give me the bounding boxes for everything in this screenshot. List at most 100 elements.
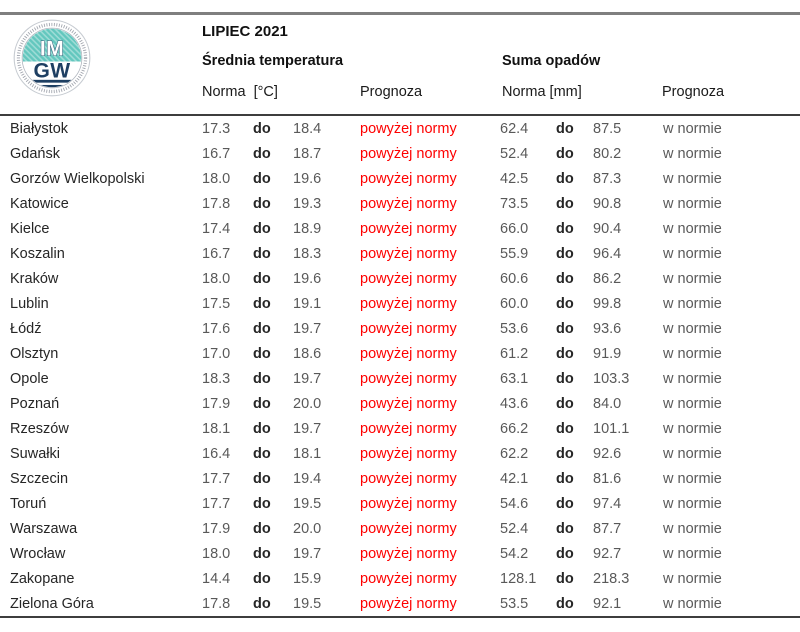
precip-norm-high: 92.6 bbox=[593, 445, 622, 462]
table-row: Olsztyn 17.0 do 18.6 powyżej normy 61.2 … bbox=[0, 341, 800, 366]
precip-norm-high: 87.5 bbox=[593, 120, 622, 137]
precip-forecast: w normie bbox=[663, 470, 722, 487]
temp-forecast: powyżej normy bbox=[360, 370, 457, 387]
do-label: do bbox=[253, 145, 271, 162]
bottom-border-line bbox=[0, 616, 800, 618]
do-label: do bbox=[556, 395, 574, 412]
city-name: Rzeszów bbox=[10, 420, 69, 437]
precip-norm-low: 63.1 bbox=[500, 370, 529, 387]
temp-norm-low: 17.8 bbox=[202, 595, 231, 612]
temp-norm-low: 17.5 bbox=[202, 295, 231, 312]
precip-forecast: w normie bbox=[663, 545, 722, 562]
temp-norm-low: 17.3 bbox=[202, 120, 231, 137]
do-label: do bbox=[253, 120, 271, 137]
temp-forecast: powyżej normy bbox=[360, 470, 457, 487]
temp-norm-low: 17.0 bbox=[202, 345, 231, 362]
precip-norm-high: 218.3 bbox=[593, 570, 630, 587]
temp-forecast: powyżej normy bbox=[360, 495, 457, 512]
precip-norm-low: 61.2 bbox=[500, 345, 529, 362]
table-row: Gdańsk 16.7 do 18.7 powyżej normy 52.4 d… bbox=[0, 141, 800, 166]
table-row: Gorzów Wielkopolski 18.0 do 19.6 powyżej… bbox=[0, 166, 800, 191]
temp-forecast: powyżej normy bbox=[360, 570, 457, 587]
do-label: do bbox=[253, 345, 271, 362]
precip-norm-high: 80.2 bbox=[593, 145, 622, 162]
temp-norm-high: 20.0 bbox=[293, 520, 322, 537]
temp-norm-high: 19.1 bbox=[293, 295, 322, 312]
table-row: Warszawa 17.9 do 20.0 powyżej normy 52.4… bbox=[0, 516, 800, 541]
precip-norm-low: 62.4 bbox=[500, 120, 529, 137]
city-name: Warszawa bbox=[10, 520, 78, 537]
precip-forecast: w normie bbox=[663, 370, 722, 387]
temp-forecast: powyżej normy bbox=[360, 345, 457, 362]
do-label: do bbox=[556, 420, 574, 437]
temp-norm-low: 18.0 bbox=[202, 170, 231, 187]
temp-forecast: powyżej normy bbox=[360, 195, 457, 212]
logo-ring-microtext bbox=[16, 22, 88, 94]
city-name: Zielona Góra bbox=[10, 595, 94, 612]
precip-norm-low: 52.4 bbox=[500, 520, 529, 537]
temp-norm-high: 19.5 bbox=[293, 495, 322, 512]
do-label: do bbox=[556, 320, 574, 337]
temp-norm-low: 16.7 bbox=[202, 145, 231, 162]
precip-norm-high: 86.2 bbox=[593, 270, 622, 287]
logo-text-im: IM bbox=[40, 38, 64, 61]
temp-norma-column-header: Norma [°C] bbox=[202, 84, 278, 100]
temp-norm-high: 19.3 bbox=[293, 195, 322, 212]
temp-norm-high: 19.6 bbox=[293, 170, 322, 187]
city-name: Opole bbox=[10, 370, 49, 387]
temp-norm-low: 18.3 bbox=[202, 370, 231, 387]
table-row: Wrocław 18.0 do 19.7 powyżej normy 54.2 … bbox=[0, 541, 800, 566]
temp-norm-high: 18.7 bbox=[293, 145, 322, 162]
city-name: Koszalin bbox=[10, 245, 65, 262]
do-label: do bbox=[253, 595, 271, 612]
precip-forecast: w normie bbox=[663, 570, 722, 587]
temp-forecast: powyżej normy bbox=[360, 295, 457, 312]
city-name: Toruń bbox=[10, 495, 47, 512]
temp-norm-low: 18.0 bbox=[202, 545, 231, 562]
do-label: do bbox=[556, 545, 574, 562]
precip-forecast: w normie bbox=[663, 295, 722, 312]
precip-norm-high: 93.6 bbox=[593, 320, 622, 337]
do-label: do bbox=[253, 470, 271, 487]
precip-norm-high: 81.6 bbox=[593, 470, 622, 487]
table-header: IM GW LIPIEC 2021 Średnia temperatura Su… bbox=[0, 15, 800, 114]
do-label: do bbox=[253, 545, 271, 562]
precip-forecast: w normie bbox=[663, 595, 722, 612]
precip-forecast: w normie bbox=[663, 320, 722, 337]
city-name: Szczecin bbox=[10, 470, 69, 487]
precip-norm-high: 91.9 bbox=[593, 345, 622, 362]
precip-norm-low: 53.5 bbox=[500, 595, 529, 612]
table-row: Kielce 17.4 do 18.9 powyżej normy 66.0 d… bbox=[0, 216, 800, 241]
do-label: do bbox=[253, 420, 271, 437]
city-name: Kraków bbox=[10, 270, 59, 287]
temp-forecast: powyżej normy bbox=[360, 595, 457, 612]
do-label: do bbox=[253, 370, 271, 387]
table-row: Lublin 17.5 do 19.1 powyżej normy 60.0 d… bbox=[0, 291, 800, 316]
do-label: do bbox=[556, 120, 574, 137]
temp-forecast: powyżej normy bbox=[360, 445, 457, 462]
table-row: Zakopane 14.4 do 15.9 powyżej normy 128.… bbox=[0, 566, 800, 591]
do-label: do bbox=[556, 570, 574, 587]
do-label: do bbox=[556, 170, 574, 187]
city-name: Łódź bbox=[10, 320, 42, 337]
temp-norm-high: 19.5 bbox=[293, 595, 322, 612]
do-label: do bbox=[556, 295, 574, 312]
temp-norm-high: 19.6 bbox=[293, 270, 322, 287]
temp-norm-low: 17.9 bbox=[202, 395, 231, 412]
do-label: do bbox=[253, 395, 271, 412]
precip-norm-low: 54.2 bbox=[500, 545, 529, 562]
precip-norm-high: 90.8 bbox=[593, 195, 622, 212]
table-row: Łódź 17.6 do 19.7 powyżej normy 53.6 do … bbox=[0, 316, 800, 341]
precip-forecast: w normie bbox=[663, 220, 722, 237]
city-name: Katowice bbox=[10, 195, 69, 212]
temp-norm-high: 18.9 bbox=[293, 220, 322, 237]
do-label: do bbox=[253, 170, 271, 187]
table-row: Szczecin 17.7 do 19.4 powyżej normy 42.1… bbox=[0, 466, 800, 491]
temp-forecast: powyżej normy bbox=[360, 420, 457, 437]
table-row: Koszalin 16.7 do 18.3 powyżej normy 55.9… bbox=[0, 241, 800, 266]
city-name: Wrocław bbox=[10, 545, 66, 562]
temp-norm-high: 18.3 bbox=[293, 245, 322, 262]
temp-forecast: powyżej normy bbox=[360, 545, 457, 562]
temp-norm-low: 17.4 bbox=[202, 220, 231, 237]
precip-norm-high: 96.4 bbox=[593, 245, 622, 262]
